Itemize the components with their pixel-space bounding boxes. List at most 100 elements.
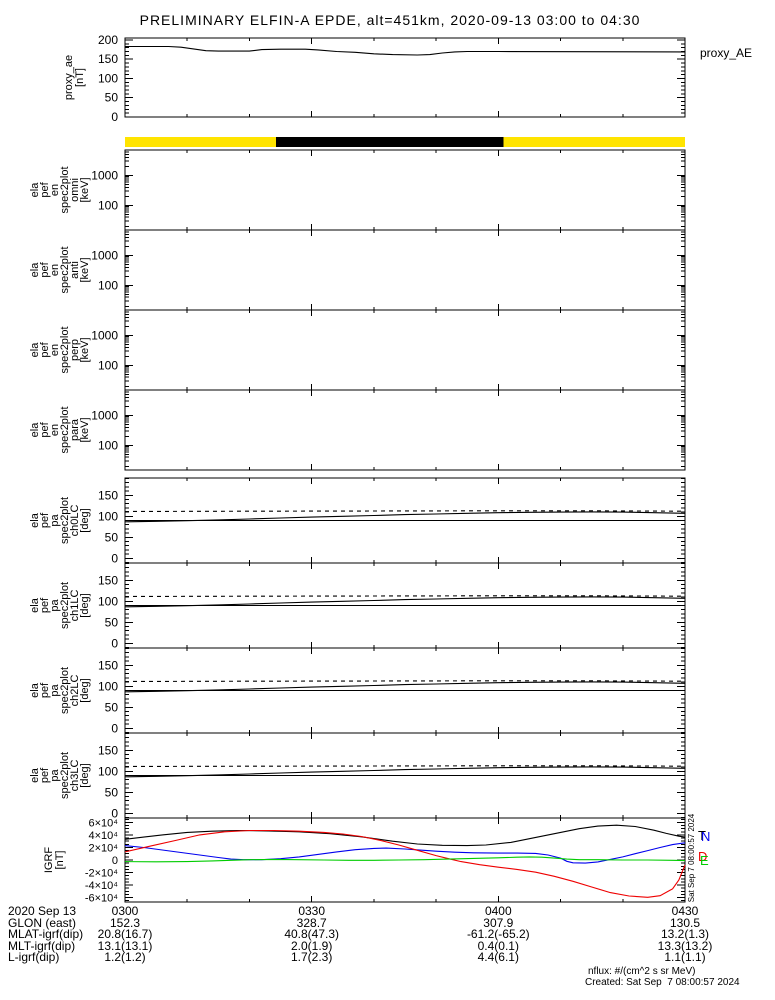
pa_ch2-ytick-label: 150 <box>98 658 118 672</box>
legend-igrf-D: D <box>698 849 707 864</box>
ae-ytick-label: 150 <box>98 52 118 66</box>
ae-ytick-label: 50 <box>105 91 119 105</box>
table-cell: 130.5 <box>669 915 701 930</box>
pa_ch2-series-loss-cone <box>124 681 686 693</box>
pa_ch3-axis-label-line: ela <box>29 767 41 783</box>
legend-igrf-T: T <box>698 828 706 843</box>
pa_ch0-ytick-label: 150 <box>98 488 118 502</box>
spec_omni-axis-label-line: [keV] <box>79 177 91 202</box>
pa_ch1-ytick-label: 50 <box>105 615 119 629</box>
pa_ch3-axis-label-line: ch3LC <box>69 760 81 792</box>
pa_ch1-ytick-label: 150 <box>98 573 118 587</box>
table-cell: 0330 <box>298 904 326 918</box>
pa_ch2-ytick-label: 0 <box>111 721 118 735</box>
pa_ch3-ytick-label: 150 <box>98 743 118 757</box>
spec_perp-ytick-label: 1000 <box>91 328 118 342</box>
spec_perp-axis-label-line: spec2plot <box>59 326 71 373</box>
ae-ytick-label: 0 <box>111 110 118 124</box>
pa_ch0-series-anti-loss-cone <box>124 510 686 513</box>
plot-title: PRELIMINARY ELFIN-A EPDE, alt=451km, 202… <box>139 12 641 28</box>
spec_omni-axis-label-line: ela <box>29 182 41 198</box>
pa_ch0-ytick-label: 100 <box>98 509 118 523</box>
legend-proxy-ae: proxy_AE <box>700 46 752 60</box>
table-cell: 0300 <box>111 904 139 918</box>
pa_ch2-axis-label-line: [deg] <box>79 678 91 702</box>
spec_anti-axis-label-line: ela <box>29 262 41 278</box>
pa_ch1-axis-label-line: pef <box>39 597 51 613</box>
spec_omni-ytick-label: 1000 <box>91 168 118 182</box>
ae-axis-label-line: proxy_ae <box>63 55 75 100</box>
pa_ch1-ytick-label: 0 <box>111 636 118 650</box>
spec_anti-ytick-label: 1000 <box>91 248 118 262</box>
igrf-ytick-label: -4×10⁴ <box>85 880 118 892</box>
spec_anti-axis-label-line: [keV] <box>79 257 91 282</box>
spec_anti-axis-label-line: en <box>49 264 61 276</box>
table-cell: -61.2(-65.2) <box>466 927 530 942</box>
pa_ch3-axis-label-line: pa <box>49 769 61 782</box>
igrf-ytick-label: 4×10⁴ <box>88 830 118 842</box>
igrf-ytick-label: 0 <box>112 855 118 867</box>
table-cell: 13.2(1.3) <box>660 927 710 942</box>
spec_para-axis-label-line: spec2plot <box>59 406 71 453</box>
ae-panel-frame <box>124 37 686 118</box>
spec_omni-panel-frame <box>124 149 686 231</box>
pa_ch2-series-anti-loss-cone <box>124 680 686 683</box>
legend-igrf-N: N <box>701 829 710 844</box>
ae-axis-label-line: [nT] <box>74 68 86 87</box>
table-cell: 328.7 <box>296 915 327 930</box>
igrf-series-B-down <box>124 829 686 898</box>
spec_perp-panel-frame <box>124 309 686 391</box>
pa_ch0-axis-label-line: pa <box>49 514 61 527</box>
spec_perp-axis-label-line: perp <box>69 339 81 361</box>
spec_perp-axis-label-line: [keV] <box>79 337 91 362</box>
spec_para-axis-label-line: en <box>49 424 61 436</box>
pa_ch1-series-anti-loss-cone <box>124 595 686 598</box>
spec_perp-axis-label-line: pef <box>39 341 51 357</box>
table-row-header: GLON (east) <box>8 915 77 930</box>
pa_ch1-series-loss-cone <box>124 596 686 608</box>
pa_ch3-series-loss-cone <box>124 766 686 778</box>
pa_ch3-ytick-label: 0 <box>111 806 118 820</box>
pa_ch1-axis-label-line: ch1LC <box>69 590 81 622</box>
pa_ch1-axis-label-line: pa <box>49 599 61 612</box>
side-created-note: Sat Sep 7 08:00:57 2024 <box>687 813 696 902</box>
igrf-axis-label-line: [nT] <box>54 851 66 870</box>
pa_ch0-axis-label-line: ela <box>29 512 41 528</box>
pa_ch2-axis-label-line: pef <box>39 682 51 698</box>
spec_omni-axis-label-line: spec2plot <box>59 166 71 213</box>
fast-survey-bar-segment <box>503 137 685 147</box>
table-cell: 152.3 <box>109 915 141 930</box>
table-row-header: MLAT-igrf(dip) <box>8 927 84 942</box>
pa_ch3-axis-label-line: spec2plot <box>59 752 71 799</box>
spec_perp-ytick-label: 100 <box>98 358 118 372</box>
pa_ch1-axis-label-line: [deg] <box>79 593 91 617</box>
table-row-header: MLT-igrf(dip) <box>8 938 76 953</box>
table-cell: 2.0(1.9) <box>291 938 333 953</box>
pa_ch0-axis-label-line: pef <box>39 512 51 528</box>
igrf-series-B-east <box>124 856 686 863</box>
table-cell: 4.4(6.1) <box>477 950 519 965</box>
spec_anti-panel-frame <box>124 229 686 311</box>
table-row-header: 2020 Sep 13 <box>8 904 77 918</box>
igrf-ytick-label: -2×10⁴ <box>85 868 118 880</box>
table-cell: 40.8(47.3) <box>284 927 340 942</box>
pa_ch3-axis-label-line: [deg] <box>79 763 91 787</box>
footer-flux-units: nflux: #/(cm^2 s sr MeV) <box>588 966 696 977</box>
spec_perp-axis-label-line: en <box>49 344 61 356</box>
igrf-ytick-label: 6×10⁴ <box>88 817 118 829</box>
pa_ch1-axis-label-line: spec2plot <box>59 582 71 629</box>
pa_ch3-axis-label-line: pef <box>39 767 51 783</box>
spec_omni-axis-label-line: pef <box>39 181 51 197</box>
spec_para-axis-label-line: ela <box>29 422 41 438</box>
spec_para-axis-label-line: para <box>69 418 81 441</box>
spec_para-panel-frame <box>124 389 686 471</box>
spec_para-axis-label-line: [keV] <box>79 417 91 442</box>
spec_anti-axis-label-line: pef <box>39 261 51 277</box>
legend-igrf-E: E <box>700 853 709 868</box>
pa_ch1-axis-label-line: ela <box>29 597 41 613</box>
spec_perp-axis-label-line: ela <box>29 342 41 358</box>
igrf-axis-label-line: IGRF <box>43 847 55 874</box>
spec_anti-axis-label-line: anti <box>69 261 81 279</box>
spec_para-ytick-label: 1000 <box>91 408 118 422</box>
